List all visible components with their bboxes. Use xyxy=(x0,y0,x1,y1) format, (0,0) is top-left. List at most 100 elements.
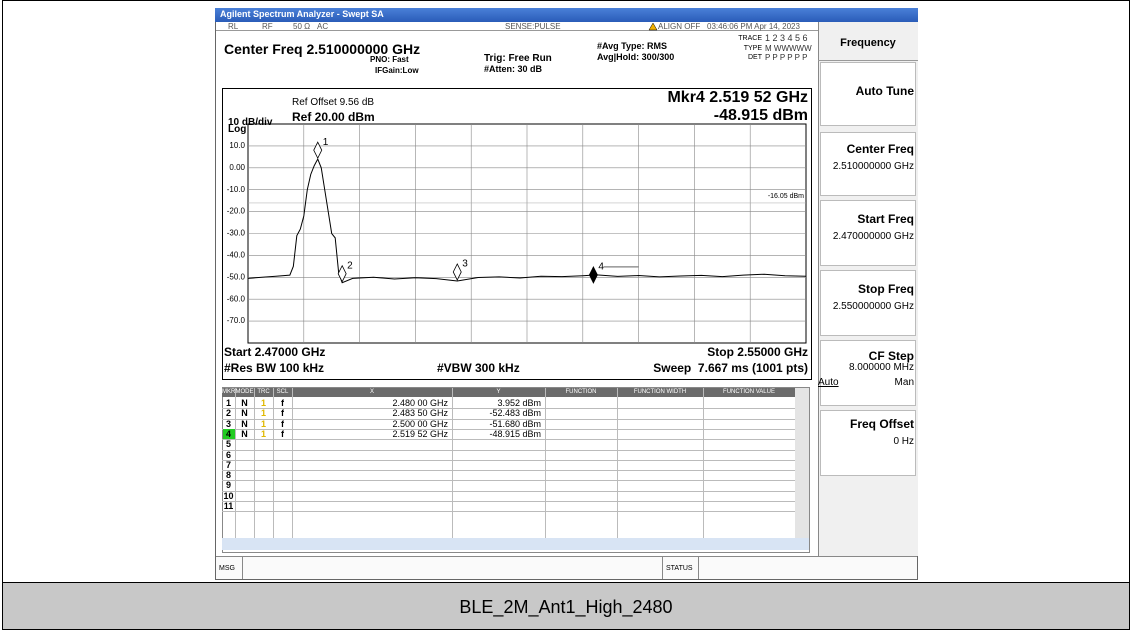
ref-offset: Ref Offset 9.56 dB xyxy=(292,97,375,108)
softkey[interactable] xyxy=(820,132,916,196)
table-cell: -51.680 dBm xyxy=(489,418,541,429)
table-cell: f xyxy=(281,428,284,439)
window-title: Agilent Spectrum Analyzer - Swept SA xyxy=(220,9,384,19)
softkey-value: 2.550000000 GHz xyxy=(832,301,914,312)
table-row-line xyxy=(222,449,795,451)
table-header-cell: SCL xyxy=(276,389,289,395)
marker-label: 2 xyxy=(347,260,353,271)
table-cell: N xyxy=(241,428,248,439)
table-col-line xyxy=(292,388,293,538)
table-header-cell: FUNCTION xyxy=(565,389,597,395)
table-header-cell: X xyxy=(369,389,374,395)
softkey-value: 2.470000000 GHz xyxy=(832,231,914,242)
table-cell: 8 xyxy=(225,470,231,481)
vbw: #VBW 300 kHz xyxy=(437,361,520,375)
softkey-label: Start Freq xyxy=(857,212,914,226)
table-cell: 1 xyxy=(260,418,266,429)
table-row-line xyxy=(222,459,795,461)
table-header-cell: MODE xyxy=(235,389,254,395)
table-cell: 2.500 00 GHz xyxy=(392,418,448,429)
status-coupling: AC xyxy=(317,22,329,31)
softkey-option: Man xyxy=(894,377,914,388)
marker xyxy=(452,263,462,281)
softkey-option: Auto xyxy=(818,377,839,388)
status-divider xyxy=(242,557,243,579)
table-row-line xyxy=(222,418,795,420)
table-header-cell: MKR xyxy=(222,389,236,395)
status-align: ALIGN OFF xyxy=(658,22,701,31)
table-row-line xyxy=(222,439,795,441)
type-values: M WWWWW xyxy=(765,44,812,53)
table-row-line xyxy=(222,501,795,502)
trace-label: TRACE xyxy=(738,35,762,42)
table-col-line xyxy=(617,388,618,538)
table-header-cell: TRC xyxy=(257,389,270,395)
title-bar xyxy=(215,8,918,22)
table-cell: N xyxy=(241,398,248,408)
softkey[interactable] xyxy=(820,270,916,336)
table-cell: 2.480 00 GHz xyxy=(392,398,448,408)
table-cell: 10 xyxy=(223,490,234,501)
y-tick-label: -50.0 xyxy=(227,272,246,281)
softkey-value: 0 Hz xyxy=(893,436,914,447)
ifgain: IFGain:Low xyxy=(375,66,419,75)
table-cell: -48.915 dBm xyxy=(489,428,541,439)
table-cell: 2 xyxy=(225,408,231,419)
table-cell: 4 xyxy=(225,428,231,439)
table-cell: 1 xyxy=(225,398,231,408)
marker-table-frame xyxy=(222,387,810,553)
softkey[interactable] xyxy=(820,340,916,406)
table-row-line xyxy=(222,480,795,482)
table-row-line xyxy=(222,408,795,410)
det-label: DET xyxy=(748,54,762,61)
status-bar xyxy=(216,556,917,579)
sweep: Sweep 7.667 ms (1001 pts) xyxy=(653,361,808,375)
status-msg: MSG xyxy=(219,565,235,572)
scale: 10 dB/div xyxy=(228,117,273,128)
scale-type: Log xyxy=(228,124,247,135)
active-marker-cell xyxy=(223,429,235,439)
status-rl: RL xyxy=(228,22,239,31)
table-cell: N xyxy=(241,408,248,419)
trace-values: 1 2 3 4 5 6 xyxy=(765,33,808,43)
rbw: #Res BW 100 kHz xyxy=(224,361,325,375)
start-freq: Start 2.47000 GHz xyxy=(224,345,326,359)
atten: #Atten: 30 dB xyxy=(484,64,543,74)
table-cell: N xyxy=(241,418,248,429)
avg-hold: Avg|Hold: 300/300 xyxy=(597,52,675,62)
y-tick-label: -20.0 xyxy=(227,207,246,216)
pno: PNO: Fast xyxy=(370,55,409,64)
table-row-line xyxy=(222,511,795,513)
table-cell: f xyxy=(281,408,284,419)
status-row xyxy=(216,22,818,31)
v-scrollbar xyxy=(795,388,809,538)
table-cell: 3 xyxy=(225,418,231,429)
table-header-cell: Y xyxy=(496,389,501,395)
y-tick-label: 0.00 xyxy=(229,163,245,172)
softkey-value: 8.000000 MHz xyxy=(848,362,914,373)
table-cell: 2.519 52 GHz xyxy=(392,428,448,439)
display-line-label: -16.05 dBm xyxy=(768,193,804,200)
softkey[interactable] xyxy=(820,62,916,126)
table-cell: 5 xyxy=(225,439,231,450)
table-row-line xyxy=(222,428,795,430)
table-cell: 1 xyxy=(260,408,266,419)
marker-label: 4 xyxy=(598,262,604,273)
softkey[interactable] xyxy=(820,200,916,266)
center-freq: Center Freq 2.510000000 GHz xyxy=(224,41,421,57)
warning-icon xyxy=(648,22,658,31)
table-col-line xyxy=(452,388,453,538)
marker xyxy=(588,266,598,284)
table-row-line xyxy=(222,470,795,472)
table-cell: 1 xyxy=(260,428,266,439)
status-divider xyxy=(698,557,699,579)
status-sense: SENSE:PULSE xyxy=(505,22,561,31)
caption: BLE_2M_Ant1_High_2480 xyxy=(459,597,673,617)
y-tick-label: -10.0 xyxy=(227,185,246,194)
table-cell: f xyxy=(281,418,284,429)
status-timestamp: 03:46:06 PM Apr 14, 2023 xyxy=(707,22,800,31)
softkey[interactable] xyxy=(820,410,916,476)
table-cell: 6 xyxy=(225,449,231,460)
